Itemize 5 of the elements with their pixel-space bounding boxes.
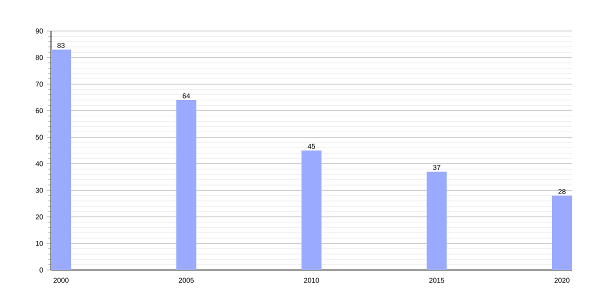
bar [302,150,322,270]
bar [176,100,196,270]
bar [51,50,72,270]
bar [426,172,447,270]
bar [552,196,572,270]
